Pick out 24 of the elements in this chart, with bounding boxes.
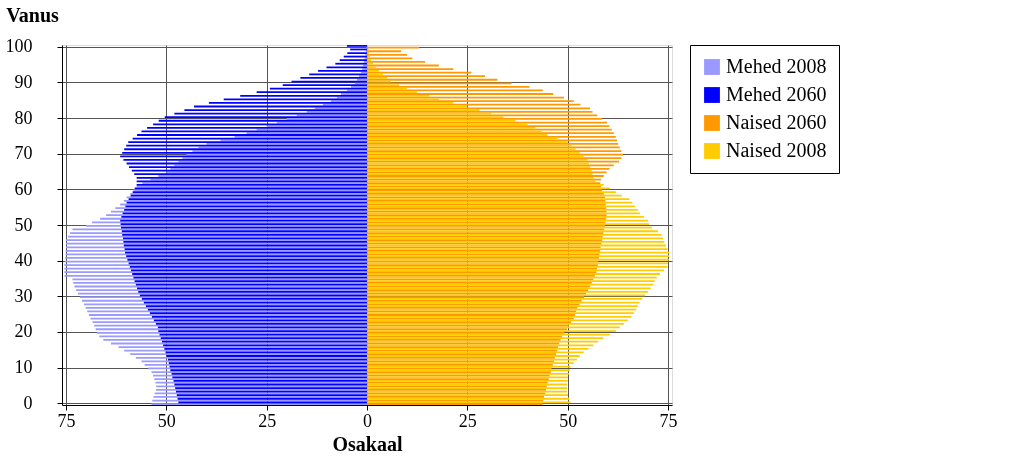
y-tick-label: 60 — [14, 178, 33, 199]
x-tick-label: 25 — [258, 410, 277, 431]
y-tick-label: 40 — [14, 250, 33, 271]
x-tick-label: 50 — [157, 410, 176, 431]
legend-label: Mehed 2008 — [726, 55, 827, 77]
legend-label: Mehed 2060 — [726, 83, 827, 105]
y-tick-label: 20 — [14, 321, 33, 342]
y-tick-label: 100 — [5, 36, 33, 57]
y-tick-label: 70 — [14, 143, 33, 164]
x-tick-label: 0 — [363, 410, 372, 431]
y-tick-label: 80 — [14, 107, 33, 128]
legend-label: Naised 2060 — [726, 111, 827, 133]
x-tick-label: 50 — [559, 410, 578, 431]
x-tick-label: 75 — [659, 410, 678, 431]
y-tick-label: 10 — [14, 357, 33, 378]
x-axis-title: Osakaal — [332, 432, 403, 455]
y-tick-label: 30 — [14, 285, 33, 306]
legend-label: Naised 2008 — [726, 139, 827, 161]
y-axis-title: Vanus — [6, 3, 60, 26]
y-tick-label: 90 — [14, 71, 33, 92]
x-tick-label: 25 — [458, 410, 477, 431]
x-tick-label: 75 — [57, 410, 76, 431]
y-tick-label: 0 — [23, 392, 33, 413]
y-tick-label: 50 — [14, 214, 33, 235]
